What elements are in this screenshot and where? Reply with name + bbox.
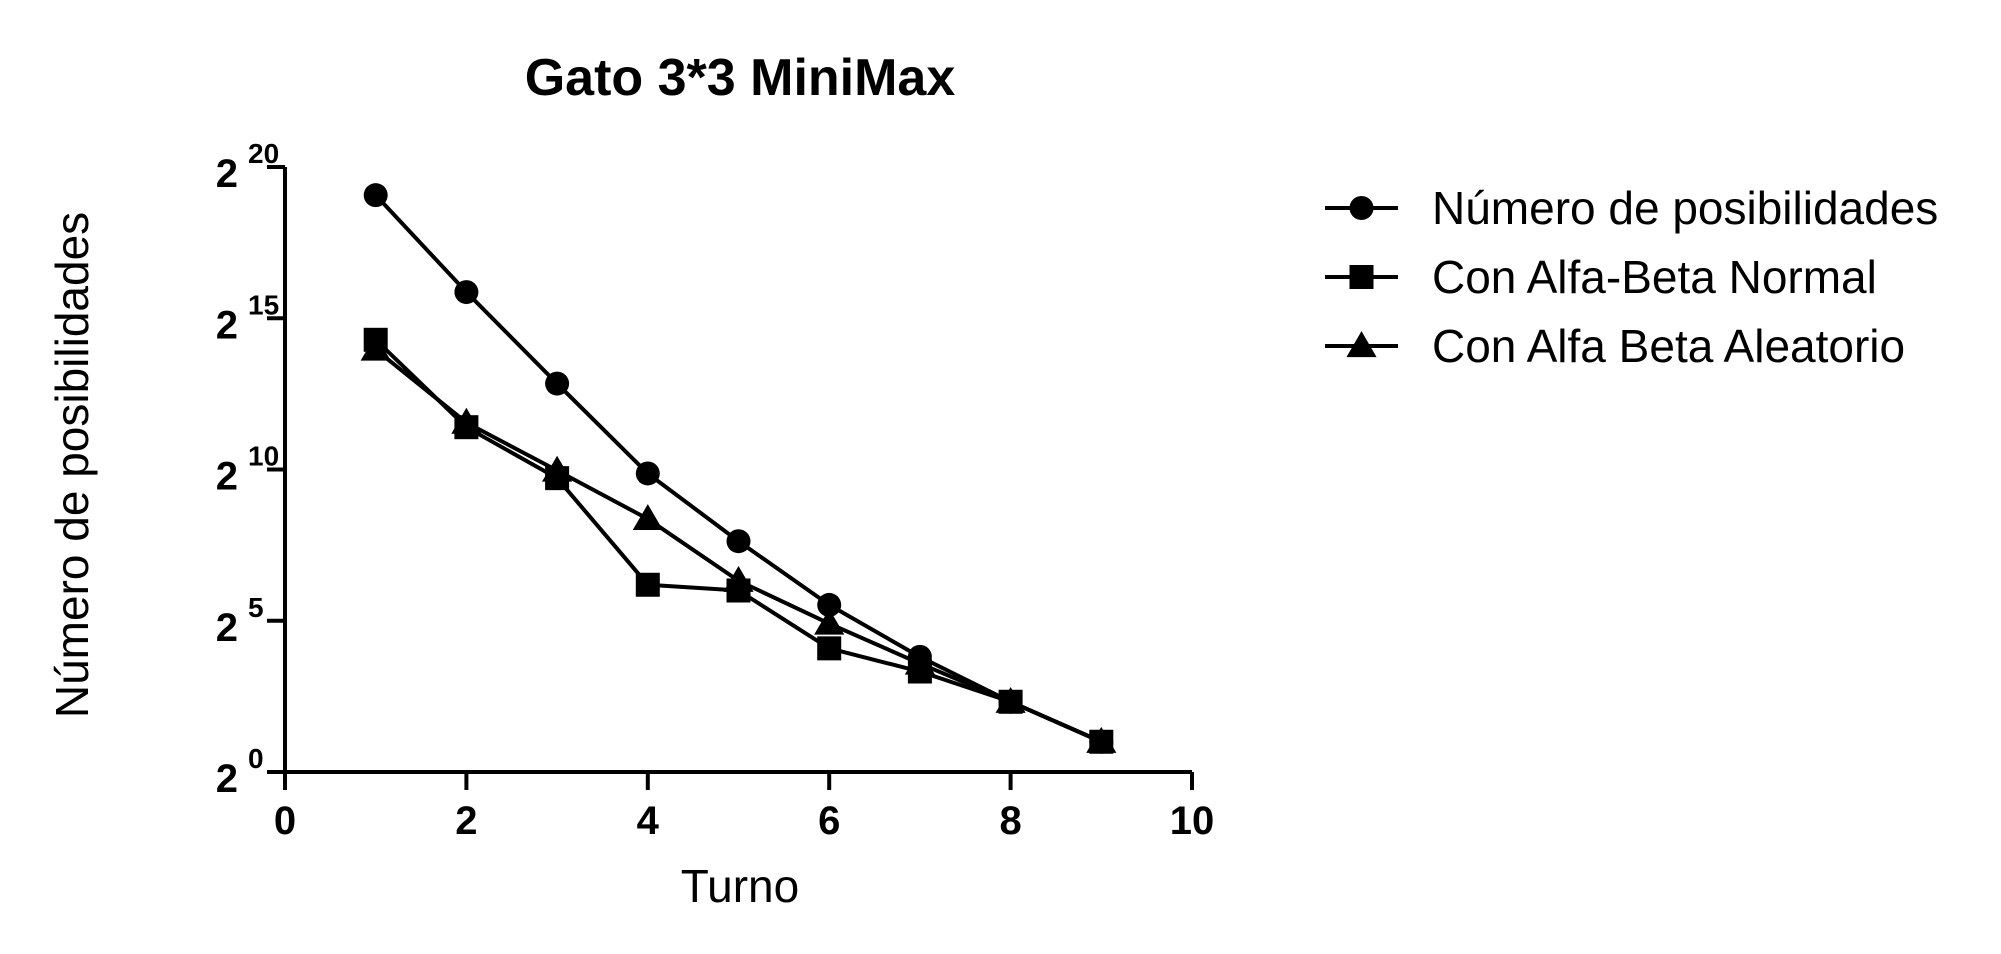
circle-marker — [545, 371, 570, 396]
square-marker — [635, 572, 660, 597]
square-marker — [545, 466, 570, 491]
y-tick-label-exponent: 10 — [248, 441, 279, 472]
square-marker — [726, 578, 751, 603]
x-axis: 0 2 4 6 8 10 — [274, 770, 1215, 843]
square-marker — [817, 636, 842, 661]
y-tick-label-base: 2 — [216, 606, 238, 650]
chart-title: Gato 3*3 MiniMax — [525, 49, 956, 107]
series-line — [374, 193, 1103, 744]
legend-label: Con Alfa-Beta Normal — [1432, 251, 1877, 303]
x-tick-label: 8 — [999, 799, 1021, 843]
y-tick-label-base: 2 — [216, 152, 238, 196]
x-tick-label: 4 — [637, 799, 660, 843]
legend-item: Con Alfa-Beta Normal — [1325, 251, 1877, 303]
y-tick-label-exponent: 20 — [248, 138, 279, 169]
legend: Número de posibilidades Con Alfa-Beta Nor… — [1325, 182, 1938, 372]
x-tick-label: 0 — [274, 799, 296, 843]
triangle-marker — [814, 608, 845, 635]
x-tick-label: 2 — [455, 799, 477, 843]
plot-series — [360, 183, 1117, 754]
legend-item: Con Alfa Beta Aleatorio — [1325, 320, 1905, 372]
y-tick-label-exponent: 15 — [248, 289, 279, 320]
circle-marker — [998, 689, 1023, 714]
y-axis-label: Número de posibilidades — [46, 212, 98, 718]
circle-marker — [454, 280, 479, 305]
circle-marker — [363, 183, 388, 208]
circle-marker — [726, 529, 751, 554]
y-tick-label-exponent: 5 — [248, 592, 264, 623]
square-marker — [363, 327, 388, 352]
legend-label: Número de posibilidades — [1432, 182, 1938, 234]
triangle-marker — [632, 504, 663, 531]
legend-label: Con Alfa Beta Aleatorio — [1432, 320, 1905, 372]
y-tick-label-base: 2 — [216, 303, 238, 347]
legend-circle-marker — [1349, 196, 1374, 220]
x-axis-label: Turno — [681, 860, 799, 912]
y-axis: 2 02 52 102 152 20 — [216, 138, 287, 801]
legend-square-marker — [1349, 265, 1374, 289]
y-tick-label-base: 2 — [216, 757, 238, 801]
square-marker — [454, 415, 479, 440]
y-tick-label-base: 2 — [216, 455, 238, 499]
circle-marker — [635, 461, 660, 486]
circle-marker — [907, 644, 932, 669]
circle-marker — [1089, 729, 1114, 754]
legend-item: Número de posibilidades — [1325, 182, 1938, 234]
circle-marker — [817, 592, 842, 617]
x-tick-label: 10 — [1170, 799, 1215, 843]
series-circle — [363, 183, 1114, 754]
y-tick-label-exponent: 0 — [248, 743, 264, 774]
legend-triangle-marker — [1346, 331, 1377, 358]
x-tick-label: 6 — [818, 799, 840, 843]
